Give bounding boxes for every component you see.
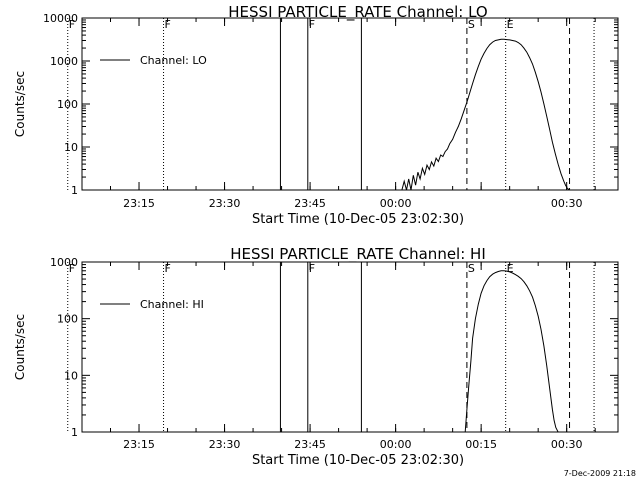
x-tick-label: 23:30 bbox=[209, 438, 241, 451]
series-line bbox=[401, 38, 570, 191]
event-marker-label: E bbox=[507, 262, 514, 275]
event-marker-label: F bbox=[165, 18, 171, 31]
y-axis-label: Counts/sec bbox=[13, 314, 27, 380]
y-tick-label: 10000 bbox=[43, 12, 78, 25]
x-tick-label: 23:45 bbox=[294, 197, 326, 210]
x-axis-label: Start Time (10-Dec-05 23:02:30) bbox=[252, 212, 464, 227]
x-tick-label: 00:00 bbox=[380, 197, 412, 210]
legend-label: Channel: HI bbox=[140, 298, 204, 311]
x-tick-label: 00:00 bbox=[380, 438, 412, 451]
x-tick-label: 00:30 bbox=[551, 438, 583, 451]
plot-frame bbox=[81, 261, 619, 433]
panel-hi: HESSI PARTICLE_RATE Channel: HI110100100… bbox=[13, 245, 619, 468]
panel-lo: HESSI PARTICLE_RATE Channel: LO 1 10 100 100… bbox=[13, 3, 619, 227]
y-axis-label: Counts/sec bbox=[13, 71, 27, 137]
chart-title: HESSI PARTICLE_RATE Channel: HI bbox=[230, 245, 486, 264]
event-marker-label: S bbox=[468, 18, 475, 31]
x-axis-label: Start Time (10-Dec-05 23:02:30) bbox=[252, 453, 464, 468]
x-tick-label: 00:30 bbox=[551, 197, 583, 210]
event-marker-label: F bbox=[165, 262, 171, 275]
event-marker-label: F bbox=[309, 262, 315, 275]
event-marker-label: E bbox=[507, 18, 514, 31]
chart-title: HESSI PARTICLE_RATE Channel: LO bbox=[228, 3, 487, 22]
event-marker-label: F bbox=[69, 262, 75, 275]
series-line bbox=[464, 270, 559, 433]
x-tick-label: 00:15 bbox=[465, 438, 497, 451]
y-tick-label: 10 bbox=[64, 141, 78, 154]
event-marker-label: F bbox=[69, 18, 75, 31]
event-marker-label: S bbox=[468, 262, 475, 275]
y-tick-label: 1000 bbox=[50, 55, 78, 68]
y-tick-label: 10 bbox=[64, 369, 78, 382]
x-tick-label: 23:15 bbox=[123, 438, 155, 451]
y-tick-label: 100 bbox=[57, 98, 78, 111]
y-tick-label: 1 bbox=[71, 426, 78, 439]
event-marker-label: F bbox=[309, 18, 315, 31]
y-tick-label: 1000 bbox=[50, 256, 78, 269]
plot-frame bbox=[81, 17, 619, 191]
x-tick-label: 23:45 bbox=[294, 438, 326, 451]
y-tick-label: 1 bbox=[71, 184, 78, 197]
legend-label: Channel: LO bbox=[140, 54, 207, 67]
x-tick-label: 23:30 bbox=[209, 197, 241, 210]
x-tick-label: 23:15 bbox=[123, 197, 155, 210]
footer-timestamp: 7-Dec-2009 21:18 bbox=[564, 469, 636, 478]
